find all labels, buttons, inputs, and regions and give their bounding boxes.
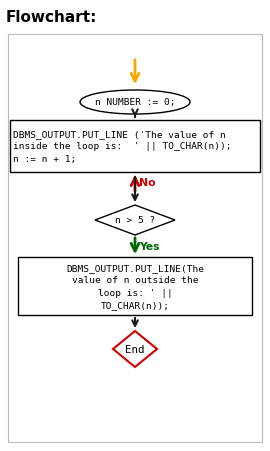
Text: Yes: Yes <box>139 241 160 252</box>
Text: n NUMBER := 0;: n NUMBER := 0; <box>95 98 175 107</box>
Text: DBMS_OUTPUT.PUT_LINE(The
value of n outside the
loop is: ' ||
TO_CHAR(n));: DBMS_OUTPUT.PUT_LINE(The value of n outs… <box>66 263 204 309</box>
Bar <box>10 121 260 173</box>
Text: No: No <box>139 178 156 188</box>
Polygon shape <box>95 206 175 235</box>
Text: End: End <box>125 344 145 354</box>
Text: DBMS_OUTPUT.PUT_LINE ('The value of n
inside the loop is:  ' || TO_CHAR(n));
n :: DBMS_OUTPUT.PUT_LINE ('The value of n in… <box>13 130 231 164</box>
Text: n > 5 ?: n > 5 ? <box>115 216 155 225</box>
Bar <box>18 258 252 315</box>
Polygon shape <box>113 331 157 367</box>
Text: Flowchart:: Flowchart: <box>6 10 97 25</box>
Ellipse shape <box>80 91 190 115</box>
